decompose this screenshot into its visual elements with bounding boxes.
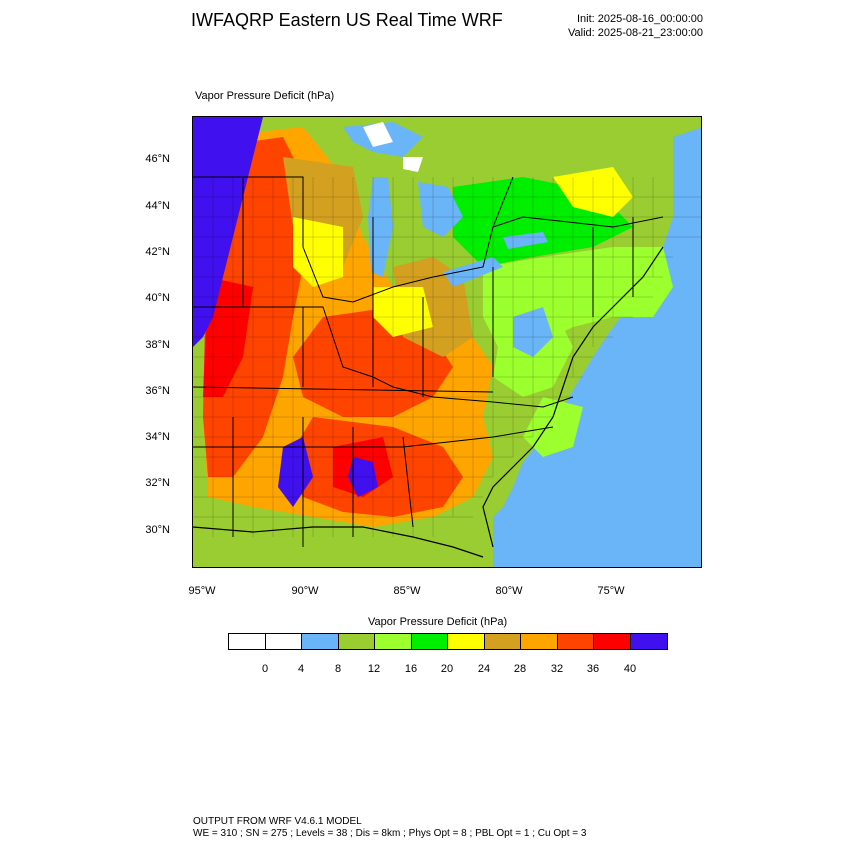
- colorbar-title: Vapor Pressure Deficit (hPa): [368, 616, 508, 628]
- colorbar-label: 40: [623, 663, 637, 675]
- vpd-yellow-illinois: [373, 287, 433, 337]
- plot-title: IWFAQRP Eastern US Real Time WRF: [191, 10, 503, 30]
- colorbar-swatch: [302, 634, 339, 649]
- colorbar-label: 32: [550, 663, 564, 675]
- colorbar: [228, 633, 668, 650]
- field-title: Vapor Pressure Deficit (hPa): [195, 90, 335, 102]
- colorbar-label: 20: [440, 663, 454, 675]
- colorbar-swatch: [594, 634, 631, 649]
- snow-patch-north: [363, 122, 393, 147]
- coastline: [193, 246, 664, 558]
- lon-label-80: 80°W: [495, 585, 523, 597]
- footer-settings: WE = 310 ; SN = 275 ; Levels = 38 ; Dis …: [193, 828, 587, 839]
- vpd-purple-west: [193, 117, 263, 347]
- vpd-map: [193, 117, 701, 567]
- lat-label-30: 30°N: [145, 524, 170, 536]
- colorbar-swatch: [521, 634, 558, 649]
- init-time: Init: 2025-08-16_00:00:00: [577, 13, 703, 25]
- lon-label-95: 95°W: [188, 585, 216, 597]
- lat-label-40: 40°N: [145, 292, 170, 304]
- gulf-region: [193, 532, 488, 567]
- colorbar-swatch: [411, 634, 448, 649]
- lake-huron: [418, 182, 463, 237]
- atlantic-ocean: [493, 238, 701, 567]
- colorbar-label: 16: [404, 663, 418, 675]
- vpd-purple-mississippi: [278, 437, 313, 507]
- lat-label-42: 42°N: [145, 246, 170, 258]
- lat-label-46: 46°N: [145, 153, 170, 165]
- footer-model: OUTPUT FROM WRF V4.6.1 MODEL: [193, 816, 362, 827]
- colorbar-label: 12: [367, 663, 381, 675]
- lat-label-34: 34°N: [145, 431, 170, 443]
- colorbar-swatch: [557, 634, 594, 649]
- colorbar-swatch: [265, 634, 302, 649]
- map-panel: [192, 116, 702, 568]
- colorbar-label: 8: [334, 663, 342, 675]
- vpd-yellow-iowa: [293, 217, 343, 287]
- colorbar-label: 28: [513, 663, 527, 675]
- lat-label-44: 44°N: [145, 200, 170, 212]
- colorbar-swatch: [448, 634, 485, 649]
- colorbar-swatch: [375, 634, 412, 649]
- lat-label-38: 38°N: [145, 339, 170, 351]
- lon-label-75: 75°W: [597, 585, 625, 597]
- lake-michigan: [368, 177, 393, 277]
- valid-time: Valid: 2025-08-21_23:00:00: [568, 27, 703, 39]
- county-lines: [193, 177, 701, 537]
- colorbar-swatch: [484, 634, 521, 649]
- colorbar-label: 36: [586, 663, 600, 675]
- lon-label-90: 90°W: [291, 585, 319, 597]
- colorbar-swatch: [630, 634, 667, 649]
- colorbar-label: 0: [261, 663, 269, 675]
- lat-label-32: 32°N: [145, 477, 170, 489]
- atlantic-ocean-north: [653, 127, 701, 287]
- lon-label-85: 85°W: [393, 585, 421, 597]
- lake-ontario: [503, 232, 548, 249]
- colorbar-swatch: [338, 634, 375, 649]
- colorbar-label: 24: [477, 663, 491, 675]
- colorbar-label: 4: [297, 663, 305, 675]
- colorbar-swatch: [229, 634, 266, 649]
- snow-patch-ontario: [403, 157, 423, 172]
- lat-label-36: 36°N: [145, 385, 170, 397]
